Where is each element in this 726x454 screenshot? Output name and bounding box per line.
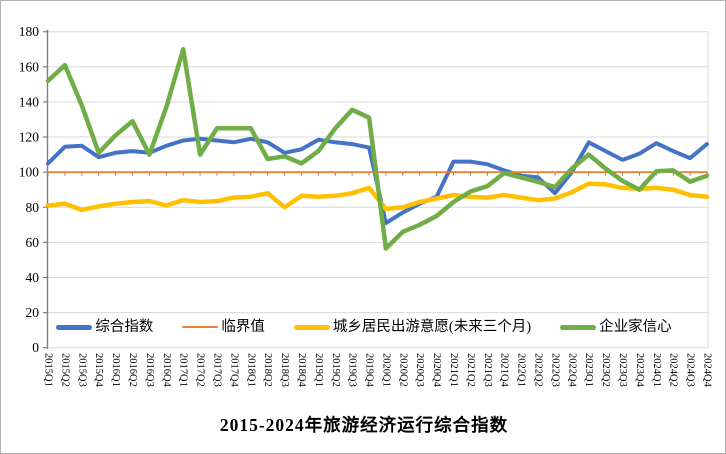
- legend-item-综合指数: 综合指数: [56, 320, 153, 335]
- x-tick-label: 2022Q1: [516, 353, 527, 387]
- x-tick-label: 2024Q2: [668, 353, 679, 387]
- legend-label: 企业家信心: [599, 318, 672, 335]
- x-tick-label: 2018Q3: [279, 353, 290, 387]
- legend-label: 城乡居民出游意愿(未来三个月): [332, 318, 532, 335]
- series-line-企业家信心: [45, 47, 710, 251]
- x-tick-label: 2016Q1: [110, 353, 121, 387]
- x-tick-label: 2023Q2: [600, 353, 611, 387]
- y-tick-label: 60: [26, 235, 40, 250]
- y-tick-label: 100: [19, 165, 40, 180]
- y-tick-label: 180: [19, 24, 40, 39]
- legend-swatch: [560, 324, 597, 330]
- x-tick-label: 2021Q4: [499, 353, 510, 388]
- x-tick-label: 2019Q4: [364, 353, 375, 388]
- x-tick-label: 2016Q2: [127, 353, 138, 387]
- y-tick-label: 120: [19, 130, 40, 145]
- legend-item-临界值: 临界值: [182, 320, 265, 335]
- chart-title: 2015-2024年旅游经济运行综合指数: [219, 415, 509, 435]
- x-tick-label: 2017Q4: [228, 353, 239, 388]
- x-tick-label: 2020Q4: [431, 353, 442, 388]
- x-tick-label: 2022Q3: [549, 353, 560, 387]
- x-tick-label: 2022Q4: [566, 353, 577, 388]
- legend-swatch: [293, 324, 330, 330]
- x-tick-label: 2021Q2: [465, 353, 476, 387]
- x-tick-label: 2020Q1: [380, 353, 391, 387]
- legend-swatch: [56, 324, 93, 330]
- x-tick-label: 2017Q2: [195, 353, 206, 387]
- x-tick-label: 2024Q1: [651, 353, 662, 387]
- y-tick-label: 80: [26, 200, 40, 215]
- x-tick-label: 2021Q3: [482, 353, 493, 387]
- x-tick-label: 2019Q2: [330, 353, 341, 387]
- y-tick-label: 160: [19, 59, 40, 74]
- x-tick-label: 2018Q2: [262, 353, 273, 387]
- x-tick-label: 2017Q3: [211, 353, 222, 387]
- x-tick-label: 2022Q2: [533, 353, 544, 387]
- x-tick-label: 2016Q4: [161, 353, 172, 388]
- x-tick-label: 2015Q1: [43, 353, 54, 387]
- x-tick-label: 2020Q3: [414, 353, 425, 387]
- x-tick-label: 2018Q4: [296, 353, 307, 388]
- y-tick-label: 40: [26, 270, 40, 285]
- legend-item-企业家信心: 企业家信心: [560, 320, 672, 335]
- x-tick-label: 2020Q2: [397, 353, 408, 387]
- x-tick-label: 2023Q3: [617, 353, 628, 387]
- x-tick-label: 2021Q1: [448, 353, 459, 387]
- x-tick-label: 2018Q1: [245, 353, 256, 387]
- x-tick-label: 2016Q3: [144, 353, 155, 387]
- x-tick-label: 2019Q3: [347, 353, 358, 387]
- legend-item-城乡居民出游意愿(未来三个月): 城乡居民出游意愿(未来三个月): [293, 318, 532, 335]
- legend-swatch: [182, 326, 219, 328]
- x-tick-label: 2024Q4: [702, 353, 713, 388]
- y-tick-label: 140: [19, 94, 40, 109]
- y-tick-label: 20: [26, 305, 40, 320]
- x-tick-label: 2023Q4: [634, 353, 645, 388]
- line-chart-canvas: 0 20 40 60 80 100 120 140 160 180 2015Q1 2015Q2 2015…: [19, 24, 713, 388]
- x-tick-label: 2019Q1: [313, 353, 324, 387]
- x-tick-label: 2015Q4: [93, 353, 104, 388]
- x-tick-label: 2015Q2: [59, 353, 70, 387]
- x-tick-label: 2015Q3: [76, 353, 87, 387]
- x-tick-label: 2017Q1: [178, 353, 189, 387]
- x-tick-label: 2023Q1: [583, 353, 594, 387]
- x-tick-label: 2024Q3: [685, 353, 696, 387]
- chart-legend: 综合指数 临界值 城乡居民出游意愿(未来三个月) 企业家信心: [1, 314, 725, 340]
- y-tick-label: 0: [32, 340, 39, 355]
- legend-label: 临界值: [221, 318, 265, 335]
- legend-label: 综合指数: [95, 318, 154, 335]
